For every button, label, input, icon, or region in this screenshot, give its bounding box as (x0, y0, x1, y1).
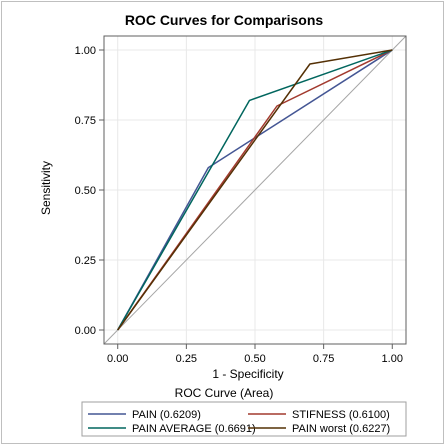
x-tick-label: 0.75 (313, 353, 334, 365)
y-tick-label: 0.00 (75, 325, 96, 337)
y-axis-label: Sensitivity (39, 161, 53, 215)
series-line-1 (117, 49, 393, 331)
legend-label: PAIN (0.6209) (132, 409, 201, 421)
y-tick-label: 0.25 (75, 255, 96, 267)
legend-label: PAIN worst (0.6227) (292, 423, 390, 435)
y-tick-label: 0.50 (75, 185, 96, 197)
y-tick-label: 1.00 (75, 45, 96, 57)
x-tick-label: 0.25 (176, 353, 197, 365)
series-lines (117, 49, 393, 331)
legend-box (81, 401, 407, 437)
legend-label: STIFNESS (0.6100) (292, 409, 390, 421)
legend-title: ROC Curve (Area) (175, 386, 274, 400)
x-axis-ticks: 0.00 0.25 0.50 0.75 1.00 (107, 344, 403, 365)
chart-title: ROC Curves for Comparisons (125, 12, 324, 28)
x-tick-label: 0.50 (244, 353, 265, 365)
series-line-4 (117, 49, 393, 331)
legend: ROC Curve (Area) PAIN (0.6209) STIFNESS (… (81, 386, 407, 437)
x-tick-label: 0.00 (107, 353, 128, 365)
x-axis-label: 1 - Specificity (212, 367, 283, 381)
grid (104, 36, 406, 344)
x-tick-label: 1.00 (382, 353, 403, 365)
y-tick-label: 0.75 (75, 115, 96, 127)
y-axis-ticks: 0.00 0.25 0.50 0.75 1.00 (75, 45, 104, 337)
legend-label: PAIN AVERAGE (0.6691) (132, 423, 256, 435)
series-line-3 (117, 49, 393, 331)
reference-diagonal-line (103, 35, 407, 345)
